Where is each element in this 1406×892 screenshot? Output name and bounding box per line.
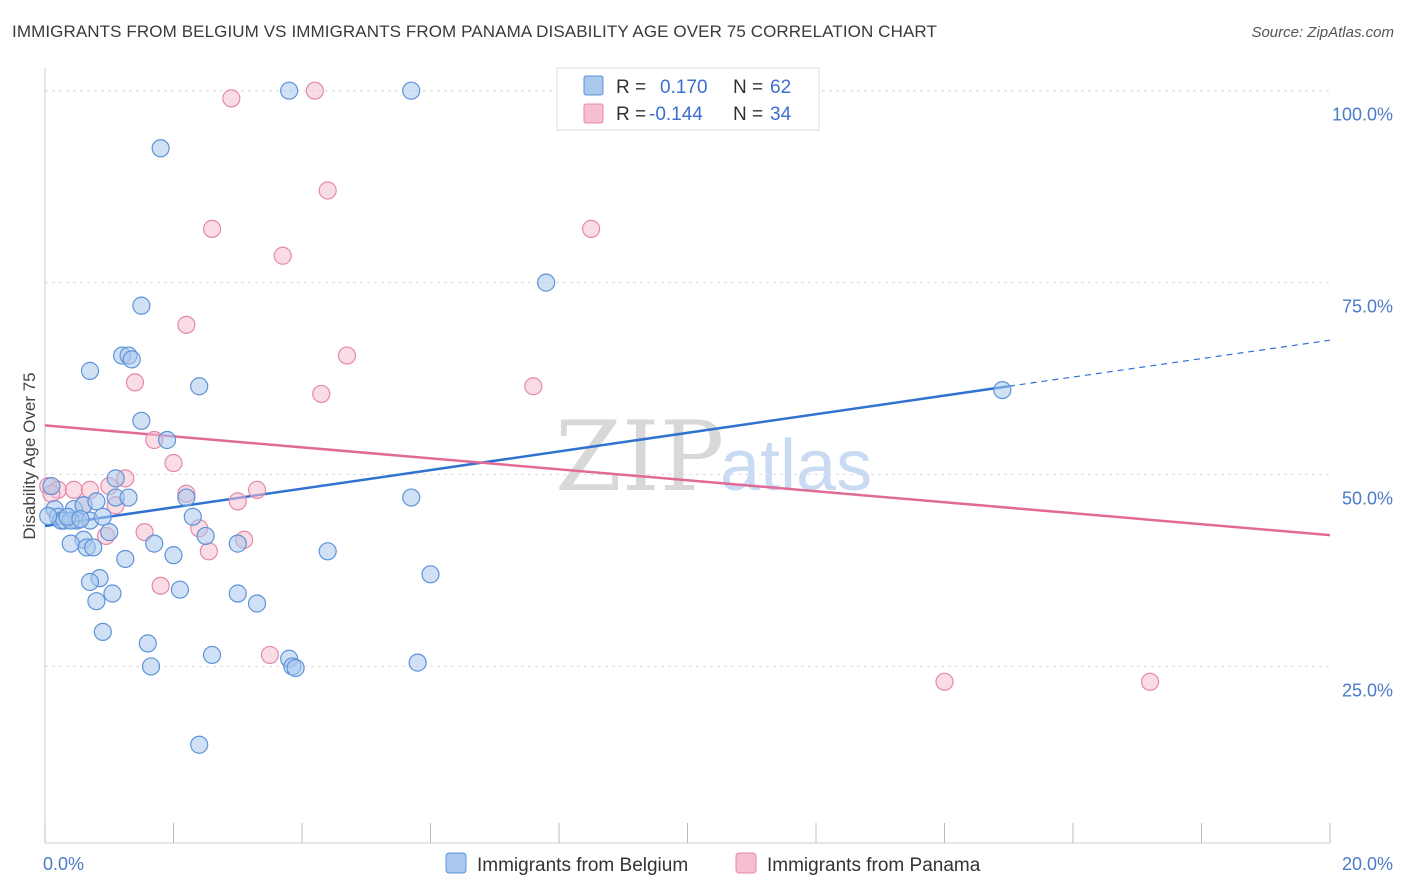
data-point-panama bbox=[247, 480, 267, 499]
data-point-belgium bbox=[402, 488, 421, 507]
y-axis-title: Disability Age Over 75 bbox=[20, 372, 39, 539]
data-point-belgium bbox=[42, 476, 61, 496]
data-point-belgium bbox=[119, 488, 138, 507]
data-point-panama bbox=[1140, 672, 1160, 691]
data-point-panama bbox=[177, 315, 196, 334]
data-point-belgium bbox=[421, 565, 440, 584]
data-point-belgium bbox=[286, 658, 305, 678]
data-point-panama bbox=[524, 377, 543, 396]
series-legend-swatch-belgium bbox=[445, 852, 467, 874]
data-point-belgium bbox=[190, 735, 209, 754]
data-point-panama bbox=[273, 246, 292, 265]
data-point-belgium bbox=[318, 542, 337, 561]
data-point-belgium bbox=[87, 592, 106, 611]
data-point-belgium bbox=[100, 523, 119, 542]
data-point-panama bbox=[199, 542, 218, 561]
data-point-belgium bbox=[71, 509, 90, 529]
data-point-belgium bbox=[151, 139, 170, 158]
y-tick-label: 50.0% bbox=[1342, 489, 1393, 509]
data-point-belgium bbox=[116, 549, 135, 569]
data-point-panama bbox=[582, 219, 601, 238]
x-tick-label-max: 20.0% bbox=[1342, 854, 1393, 874]
data-point-panama bbox=[260, 645, 279, 665]
data-point-panama bbox=[151, 576, 170, 595]
data-point-belgium bbox=[190, 377, 209, 396]
data-point-belgium bbox=[537, 273, 556, 292]
data-point-panama bbox=[222, 89, 241, 108]
data-point-panama bbox=[228, 492, 247, 511]
legend-belgium-r-value: 0.170 bbox=[660, 77, 708, 98]
legend-panama-n-value: 34 bbox=[770, 104, 792, 125]
trend-line-panama bbox=[44, 424, 1331, 537]
y-tick-label: 100.0% bbox=[1332, 105, 1393, 125]
stats-legend: R = 0.170 N = 62 R = -0.144 N = 34 bbox=[556, 67, 820, 131]
data-point-belgium bbox=[228, 584, 247, 603]
data-point-panama bbox=[305, 81, 324, 100]
data-points bbox=[39, 81, 1160, 754]
data-point-panama bbox=[125, 373, 145, 392]
data-point-panama bbox=[202, 219, 222, 238]
y-tick-label: 75.0% bbox=[1342, 297, 1393, 317]
data-point-belgium bbox=[177, 488, 196, 507]
legend-panama-r-label: R = bbox=[616, 104, 646, 125]
data-point-panama bbox=[935, 672, 954, 691]
data-point-belgium bbox=[84, 538, 103, 557]
data-point-belgium bbox=[402, 81, 421, 100]
legend-belgium-n-label: N = bbox=[733, 77, 763, 98]
data-point-belgium bbox=[183, 507, 202, 526]
series-legend-swatch-panama bbox=[735, 852, 757, 874]
data-point-belgium bbox=[122, 350, 141, 369]
data-point-belgium bbox=[164, 546, 183, 565]
data-point-panama bbox=[164, 453, 183, 473]
trend-line-belgium bbox=[44, 385, 1009, 528]
data-point-panama bbox=[337, 346, 357, 365]
data-point-belgium bbox=[87, 492, 106, 511]
data-point-panama bbox=[312, 384, 331, 404]
legend-swatch-belgium bbox=[583, 75, 604, 96]
legend-swatch-panama bbox=[583, 103, 604, 124]
data-point-belgium bbox=[132, 296, 151, 315]
chart-title: IMMIGRANTS FROM BELGIUM VS IMMIGRANTS FR… bbox=[12, 22, 937, 41]
legend-panama-r-value: -0.144 bbox=[649, 104, 703, 125]
data-point-belgium bbox=[138, 634, 157, 653]
data-point-belgium bbox=[39, 506, 58, 526]
x-tick-label-min: 0.0% bbox=[43, 854, 84, 874]
data-point-belgium bbox=[132, 411, 151, 430]
data-point-belgium bbox=[170, 580, 190, 599]
data-point-belgium bbox=[993, 380, 1012, 400]
data-point-belgium bbox=[280, 81, 299, 100]
y-tick-label: 25.0% bbox=[1342, 680, 1393, 700]
data-point-belgium bbox=[247, 594, 267, 613]
legend-belgium-n-value: 62 bbox=[770, 77, 791, 98]
data-point-belgium bbox=[157, 430, 177, 450]
data-point-belgium bbox=[93, 507, 112, 526]
data-point-belgium bbox=[103, 584, 122, 603]
source-label: Source: ZipAtlas.com bbox=[1251, 24, 1394, 41]
data-point-belgium bbox=[408, 653, 427, 672]
trend-line-belgium-extension bbox=[1008, 339, 1331, 387]
data-point-belgium bbox=[93, 622, 112, 641]
gridlines bbox=[45, 90, 1330, 667]
legend-panama-n-label: N = bbox=[733, 104, 763, 125]
axes: 25.0% 50.0% 75.0% 100.0% 0.0% 20.0% bbox=[43, 68, 1393, 874]
series-legend: Immigrants from Belgium Immigrants from … bbox=[445, 852, 981, 876]
data-point-belgium bbox=[61, 534, 80, 553]
series-legend-panama: Immigrants from Panama bbox=[767, 855, 981, 876]
data-point-belgium bbox=[196, 526, 215, 546]
watermark-zip: ZIP bbox=[555, 401, 724, 513]
data-point-panama bbox=[64, 480, 84, 499]
data-point-panama bbox=[318, 181, 337, 200]
series-legend-belgium: Immigrants from Belgium bbox=[477, 855, 688, 876]
data-point-belgium bbox=[80, 361, 100, 380]
data-point-belgium bbox=[141, 657, 161, 676]
data-point-belgium bbox=[106, 469, 125, 488]
legend-belgium-r-label: R = bbox=[616, 77, 646, 98]
data-point-belgium bbox=[202, 645, 222, 665]
data-point-belgium bbox=[145, 534, 164, 553]
data-point-belgium bbox=[80, 572, 100, 592]
data-point-belgium bbox=[228, 534, 247, 553]
trend-lines bbox=[44, 339, 1331, 537]
